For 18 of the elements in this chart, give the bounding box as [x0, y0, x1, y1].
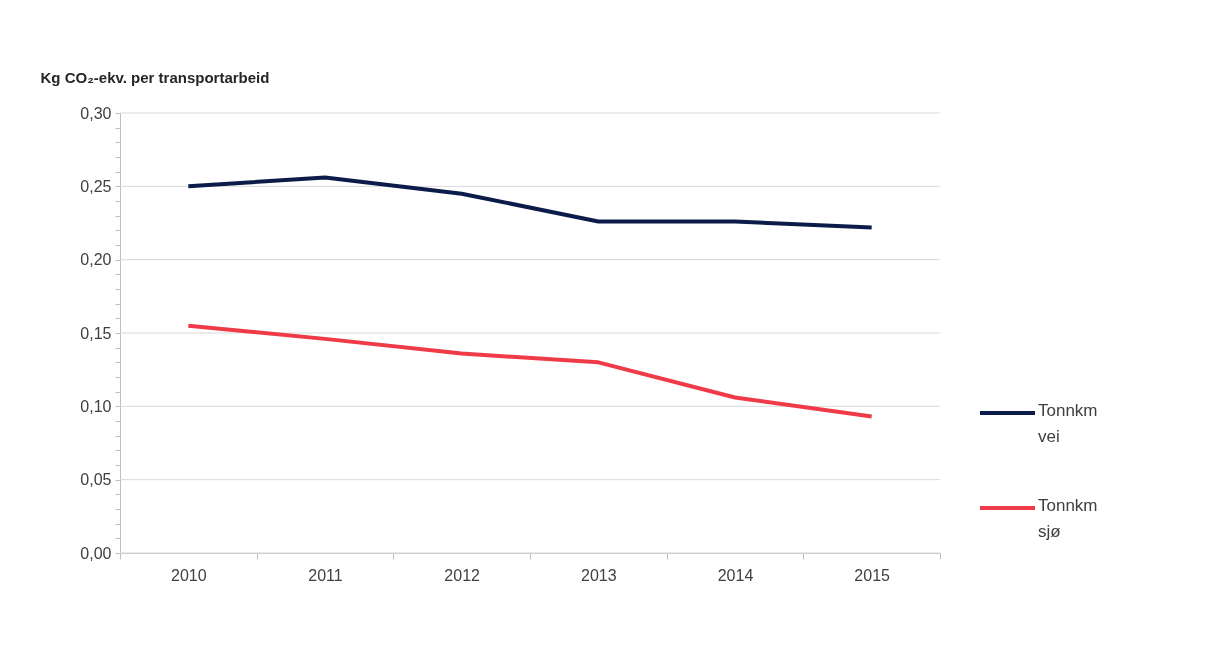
y-tick-label: 0,25: [80, 177, 112, 195]
y-tick-label: 0,10: [80, 397, 112, 415]
y-axis-title: Kg CO₂-ekv. per transportarbeid: [40, 68, 270, 86]
x-tick-label: 2012: [444, 566, 481, 584]
y-tick-label: 0,00: [80, 544, 112, 562]
x-tick-label: 2010: [171, 566, 207, 584]
y-tick-label: 0,05: [80, 471, 112, 489]
x-tick-label: 2011: [308, 566, 343, 584]
y-tick-label: 0,15: [80, 324, 112, 342]
x-tick-label: 2015: [854, 566, 891, 584]
x-tick-label: 2013: [581, 566, 617, 584]
legend-label: Tonnkm vei: [1038, 401, 1098, 446]
line-series: [186, 323, 874, 419]
x-tick-label: 2014: [717, 566, 754, 584]
legend-label: Tonnkm sjø: [1038, 496, 1098, 541]
line-series: [186, 175, 874, 230]
y-tick-label: 0,30: [80, 104, 112, 122]
y-tick-label: 0,20: [80, 251, 112, 269]
